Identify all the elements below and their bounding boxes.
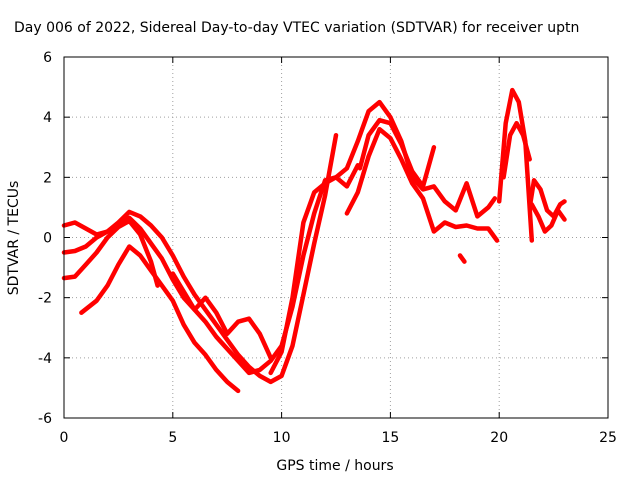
x-axis-label: GPS time / hours [276, 458, 393, 474]
y-tick-label: -2 [38, 291, 52, 307]
y-tick-label: 2 [43, 170, 52, 186]
series-line-track-6 [268, 99, 498, 376]
x-tick-label: 0 [60, 430, 69, 446]
series-line-track-1 [61, 132, 339, 385]
x-tick-label: 5 [168, 430, 177, 446]
y-tick-label: -6 [38, 411, 52, 427]
chart-title: Day 006 of 2022, Sidereal Day-to-day VTE… [14, 20, 579, 36]
y-axis-label: SDTVAR / TECUs [6, 181, 22, 296]
y-tick-label: 6 [43, 50, 52, 66]
x-tick-label: 20 [490, 430, 508, 446]
series-line-track-9 [496, 87, 535, 243]
series-layer [61, 87, 567, 394]
x-tick-label: 15 [381, 430, 399, 446]
series-line-track-8 [357, 117, 437, 189]
series-line-track-10 [501, 120, 532, 180]
series-line-track-12 [529, 202, 567, 234]
series-line-track-2 [61, 163, 361, 376]
series-line-track-7 [344, 126, 500, 243]
series-line-track-11 [527, 178, 567, 219]
axis-ticks: 0 5 10 15 20 25 -6 -4 -2 0 2 4 6 [38, 50, 617, 446]
x-tick-label: 10 [273, 430, 291, 446]
y-tick-label: 4 [43, 110, 52, 126]
series-line-track-4 [79, 244, 241, 394]
series-line-track-13 [457, 253, 467, 264]
y-tick-label: -4 [38, 351, 52, 367]
x-tick-label: 25 [599, 430, 617, 446]
series-line-track-3 [61, 218, 160, 288]
series-line-track-5 [170, 271, 273, 361]
y-tick-label: 0 [43, 231, 52, 247]
